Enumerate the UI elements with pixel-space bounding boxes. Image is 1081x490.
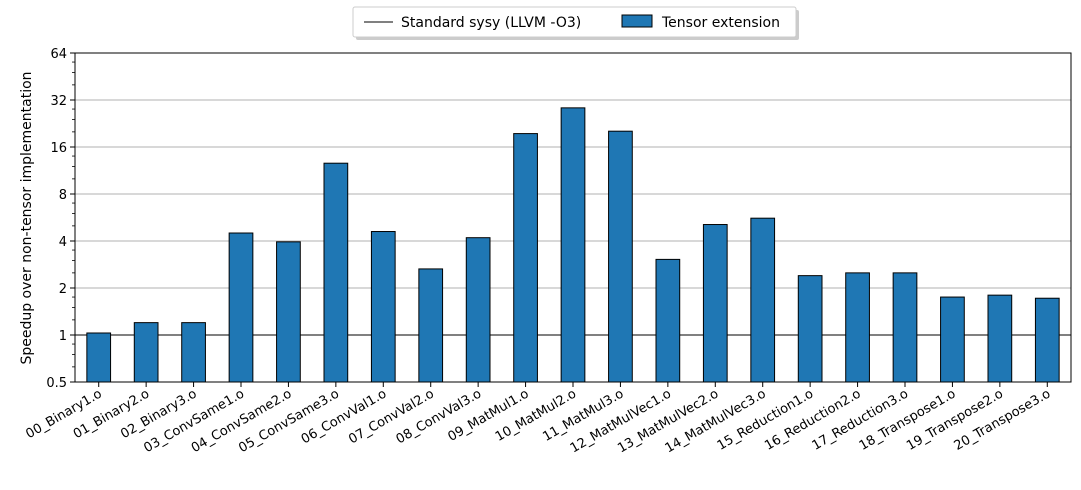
bar-16_reduction2-o [845, 272, 870, 383]
bar-14_matmulvec3-o [750, 217, 776, 383]
bar-12_matmulvec1-o [655, 258, 681, 383]
bars [86, 107, 1060, 383]
bar-11_matmul3-o [608, 130, 633, 383]
y-tick-label: 16 [50, 141, 67, 156]
bar-00_binary1-o [86, 332, 112, 383]
y-axis-ticks: 0.5 1 2 4 8 16 32 64 [46, 47, 75, 391]
bar-10_matmul2-o [560, 107, 586, 383]
x-tick-label: 10_MatMul2.o [493, 386, 579, 444]
x-tick-label: 09_MatMul1.o [445, 386, 531, 444]
legend-label-tensor: Tensor extension [661, 15, 780, 31]
y-tick-label: 0.5 [46, 376, 67, 391]
legend: Standard sysy (LLVM -O3) Tensor extensio… [352, 6, 799, 40]
y-tick-label: 2 [59, 282, 67, 297]
legend-box [352, 6, 797, 38]
y-tick-label: 8 [59, 188, 67, 203]
y-axis-label: Speedup over non-tensor implementation [19, 71, 35, 364]
y-tick-label: 32 [50, 94, 67, 109]
x-axis-ticks: 00_Binary1.o01_Binary2.o02_Binary3.o03_C… [23, 382, 1053, 456]
y-tick-label: 1 [59, 329, 67, 344]
bar-19_transpose2-o [987, 294, 1013, 383]
bar-15_reduction1-o [797, 275, 823, 383]
y-tick-label: 64 [50, 47, 67, 62]
bar-13_matmulvec2-o [702, 224, 728, 383]
legend-label-standard: Standard sysy (LLVM -O3) [401, 15, 581, 31]
bar-09_matmul1-o [513, 133, 538, 383]
bar-17_reduction3-o [892, 272, 918, 383]
bar-02_binary3-o [181, 322, 206, 383]
bar-06_convval1-o [370, 231, 396, 383]
legend-bar-swatch [621, 14, 653, 28]
bar-20_transpose3-o [1034, 297, 1060, 383]
y-tick-label: 4 [59, 235, 67, 250]
bar-05_convsame3-o [323, 162, 349, 383]
bar-03_convsame1-o [228, 232, 254, 383]
bar-04_convsame2-o [276, 241, 301, 383]
bar-07_convval2-o [418, 268, 444, 383]
bar-01_binary2-o [133, 322, 159, 383]
bar-18_transpose1-o [940, 296, 965, 383]
bar-08_convval3-o [465, 237, 491, 383]
